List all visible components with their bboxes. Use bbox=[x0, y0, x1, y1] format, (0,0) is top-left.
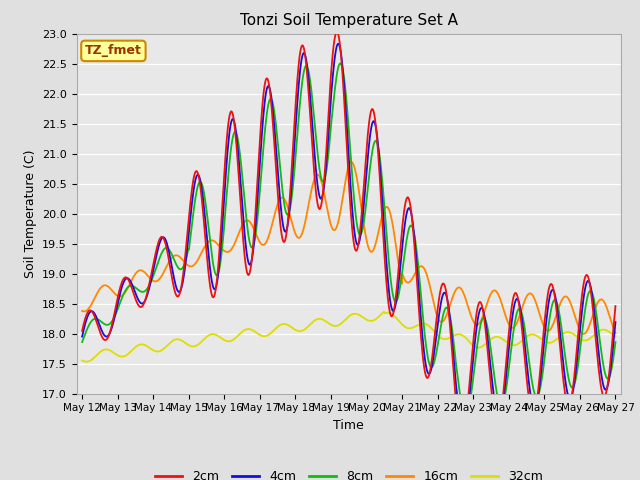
X-axis label: Time: Time bbox=[333, 419, 364, 432]
Y-axis label: Soil Temperature (C): Soil Temperature (C) bbox=[24, 149, 36, 278]
Title: Tonzi Soil Temperature Set A: Tonzi Soil Temperature Set A bbox=[240, 13, 458, 28]
Legend: 2cm, 4cm, 8cm, 16cm, 32cm: 2cm, 4cm, 8cm, 16cm, 32cm bbox=[150, 465, 548, 480]
Text: TZ_fmet: TZ_fmet bbox=[85, 44, 142, 58]
